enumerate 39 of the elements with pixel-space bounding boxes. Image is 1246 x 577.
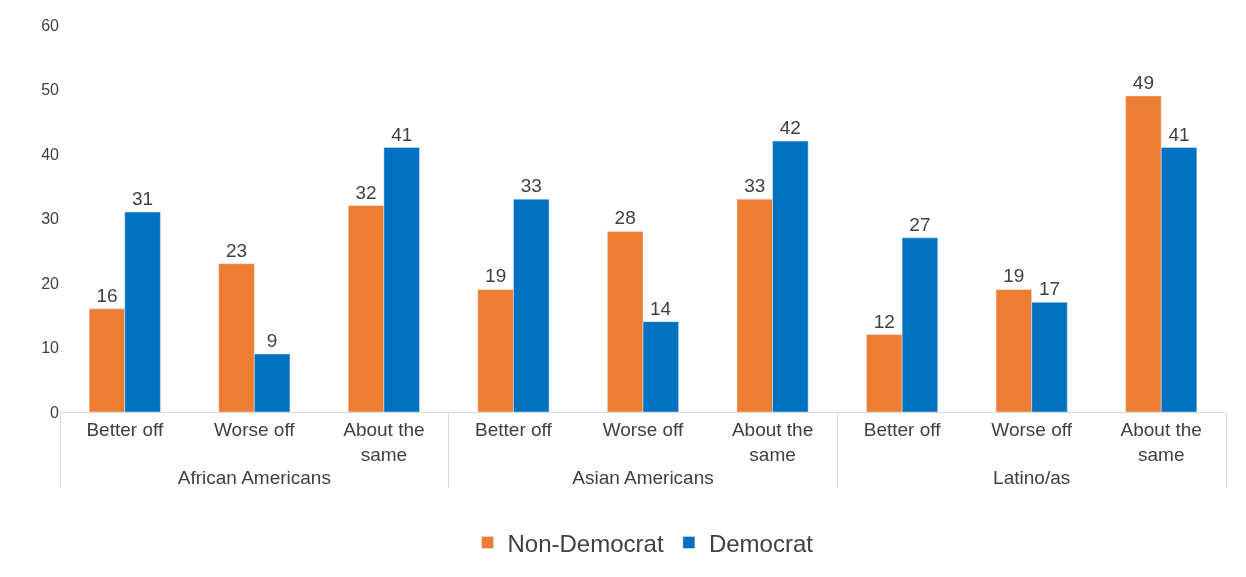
legend-label: Non-Democrat: [507, 529, 664, 557]
text: Latino/as: [993, 466, 1071, 488]
x-tick-label: Worse off: [991, 418, 1073, 440]
data-label: 9: [266, 329, 278, 351]
x-tick-label: About the same: [731, 418, 814, 465]
y-tick-label: 20: [41, 274, 60, 292]
x-tick-label: About the same: [343, 418, 425, 465]
data-label: 28: [614, 207, 636, 229]
x-tick-label: About the same: [1120, 418, 1202, 465]
text: Asian Americans: [572, 466, 714, 488]
data-label: 12: [873, 310, 895, 332]
data-label: 27: [909, 213, 931, 235]
data-label: 17: [1038, 278, 1061, 300]
x-tick-label: Better off: [86, 418, 164, 440]
data-label: 41: [391, 123, 413, 145]
x-tick-label: Worse off: [602, 418, 685, 440]
data-label: 33: [520, 175, 542, 197]
x-tick-label: Better off: [863, 418, 942, 440]
data-label: 19: [1003, 265, 1025, 287]
data-label: 31: [132, 188, 154, 210]
y-tick-label: 30: [41, 210, 60, 228]
data-label: 16: [96, 284, 118, 306]
data-label: 23: [225, 239, 248, 261]
x-tick-label: Worse off: [214, 418, 296, 440]
data-label: 14: [650, 297, 672, 319]
y-tick-label: 10: [41, 339, 60, 357]
text: African Americans: [177, 466, 331, 488]
y-tick-label: 40: [41, 145, 60, 163]
data-label: 42: [779, 117, 801, 139]
data-label: 33: [744, 175, 766, 197]
x-tick-label: Better off: [475, 418, 553, 440]
data-label: 49: [1132, 71, 1154, 93]
data-label: 41: [1168, 123, 1190, 145]
data-label: 19: [485, 265, 507, 287]
y-tick-label: 60: [41, 16, 60, 34]
y-tick-label: 50: [41, 81, 60, 99]
legend-label: Democrat: [708, 529, 814, 557]
data-label: 32: [355, 181, 377, 203]
y-tick-label: 0: [50, 403, 60, 421]
